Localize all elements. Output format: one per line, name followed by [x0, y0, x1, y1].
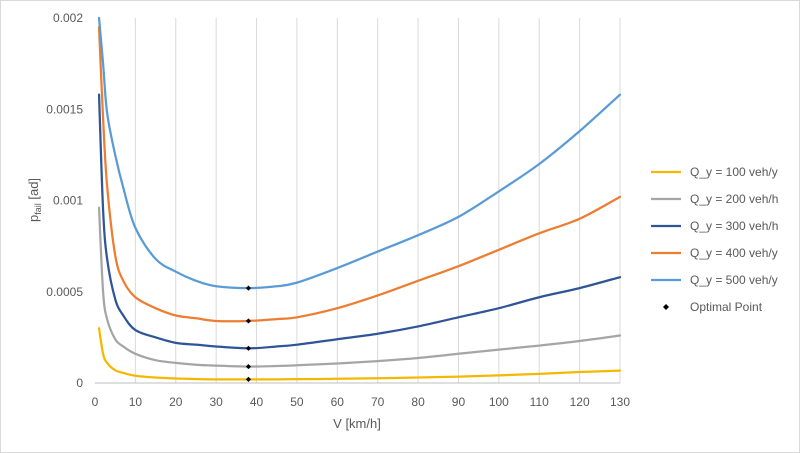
series-line-3 [97, 93, 622, 350]
x-tick-label: 130 [610, 395, 630, 409]
legend-label: Q_y = 400 veh/y [690, 246, 778, 260]
legend-marker-optimal-point [663, 304, 669, 310]
x-tick-label: 0 [92, 395, 99, 409]
x-tick-label: 10 [129, 395, 143, 409]
x-tick-label: 70 [371, 395, 385, 409]
x-tick-label: 100 [489, 395, 509, 409]
y-tick-label: 0.002 [53, 11, 83, 25]
x-tick-label: 80 [411, 395, 425, 409]
y-tick-label: 0.0015 [46, 102, 83, 116]
x-tick-label: 110 [530, 395, 549, 409]
gridlines [134, 18, 621, 383]
series-line-4 [97, 26, 622, 323]
optimal-point-marker [245, 318, 252, 324]
optimal-point-marker [245, 376, 252, 382]
series-lines [97, 16, 622, 381]
optimal-points [245, 285, 252, 382]
y-tick-label: 0.001 [53, 194, 83, 208]
series-line-5 [97, 16, 622, 290]
legend-label: Q_y = 300 veh/h [690, 219, 778, 233]
y-tick-labels: 0 0.0005 0.001 0.0015 0.002 [46, 11, 83, 390]
y-tick-label: 0.0005 [46, 285, 83, 299]
x-tick-label: 120 [570, 395, 590, 409]
y-axis-title-main: p [26, 215, 41, 222]
x-tick-label: 60 [331, 395, 345, 409]
x-tick-label: 30 [209, 395, 223, 409]
x-tick-labels: 0 10 20 30 40 50 60 70 80 90 100 110 120 130 [92, 395, 631, 409]
x-tick-label: 40 [250, 395, 264, 409]
legend-label: Q_y = 100 veh/y [690, 165, 778, 179]
optimal-point-marker [245, 363, 252, 370]
legend-label: Q_y = 200 veh/h [690, 192, 778, 206]
x-tick-label: 20 [169, 395, 183, 409]
y-tick-label: 0 [76, 376, 83, 390]
legend-label: Optimal Point [690, 300, 763, 314]
legend-label: Q_y = 500 veh/y [690, 273, 778, 287]
legend: Q_y = 100 veh/y Q_y = 200 veh/h Q_y = 300 … [651, 165, 778, 314]
optimal-point-marker [245, 285, 252, 291]
y-axis-title-rest: [ad] [26, 178, 41, 203]
y-axis-title-sub: fail [33, 203, 43, 215]
x-tick-label: 50 [290, 395, 304, 409]
y-axis-title: pfail [ad] [26, 178, 43, 222]
x-tick-label: 90 [452, 395, 466, 409]
x-axis-title: V [km/h] [333, 416, 381, 431]
optimal-point-marker [245, 345, 252, 351]
